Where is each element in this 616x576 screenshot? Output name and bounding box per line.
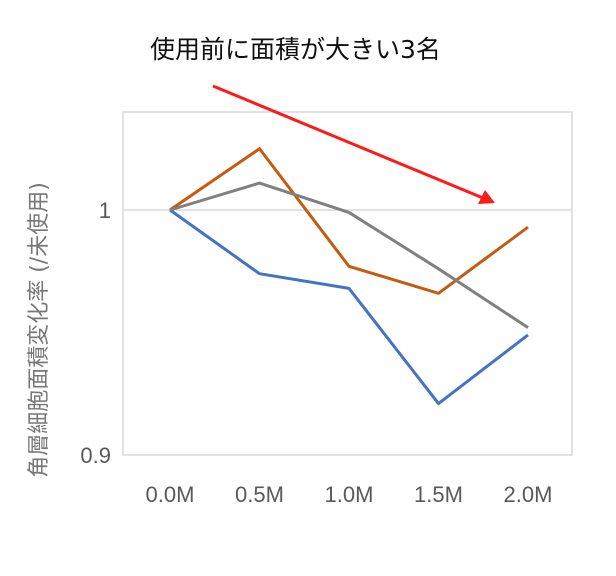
x-tick-label: 2.0M bbox=[504, 482, 553, 507]
y-tick-label: 1 bbox=[99, 198, 111, 223]
trend-arrow-shaft bbox=[212, 84, 484, 200]
series-line-3 bbox=[169, 181, 529, 329]
x-tick-label: 0.0M bbox=[146, 482, 195, 507]
chart-title: 使用前に面積が大きい3名 bbox=[150, 35, 441, 64]
x-tick-label: 1.5M bbox=[414, 482, 463, 507]
series-line-1 bbox=[169, 208, 529, 406]
x-tick-label: 1.0M bbox=[325, 482, 374, 507]
y-tick-label: 0.9 bbox=[80, 443, 111, 468]
series-line-2 bbox=[169, 147, 529, 295]
trend-arrow-head bbox=[478, 190, 495, 204]
plot-area bbox=[122, 111, 573, 456]
x-tick-label: 0.5M bbox=[235, 482, 284, 507]
